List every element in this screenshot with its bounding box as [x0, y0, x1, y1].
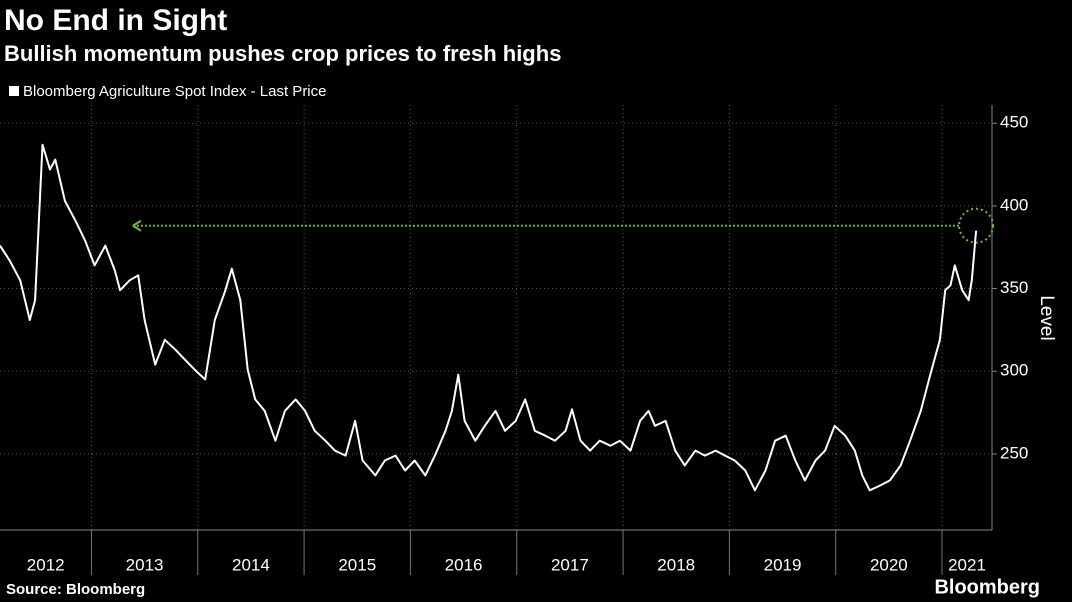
- x-tick-label: 2016: [445, 555, 483, 574]
- x-tick-label: 2012: [27, 555, 65, 574]
- x-tick-label: 2019: [764, 555, 802, 574]
- x-tick-label: 2020: [870, 555, 908, 574]
- x-tick-label: 2015: [338, 555, 376, 574]
- series-line: [0, 143, 978, 492]
- x-tick-label: 2021: [948, 555, 986, 574]
- y-tick-label: 300: [1000, 361, 1028, 380]
- y-axis-label: Level: [1036, 295, 1057, 340]
- x-tick-label: 2013: [126, 555, 164, 574]
- x-tick-label: 2014: [232, 555, 270, 574]
- x-tick-label: 2018: [657, 555, 695, 574]
- legend-label: Bloomberg Agriculture Spot Index - Last …: [23, 83, 327, 100]
- source: Source: Bloomberg: [6, 581, 145, 598]
- y-tick-label: 400: [1000, 195, 1028, 214]
- chart-subtitle: Bullish momentum pushes crop prices to f…: [4, 41, 561, 66]
- annotation-circle: [958, 207, 995, 244]
- y-tick-label: 450: [1000, 113, 1028, 132]
- brand: Bloomberg: [934, 576, 1040, 598]
- chart-title: No End in Sight: [4, 4, 227, 37]
- annotation-arrow: [132, 219, 142, 232]
- y-tick-label: 250: [1000, 443, 1028, 462]
- legend-swatch: [9, 86, 19, 96]
- x-tick-label: 2017: [551, 555, 589, 574]
- y-tick-label: 350: [1000, 278, 1028, 297]
